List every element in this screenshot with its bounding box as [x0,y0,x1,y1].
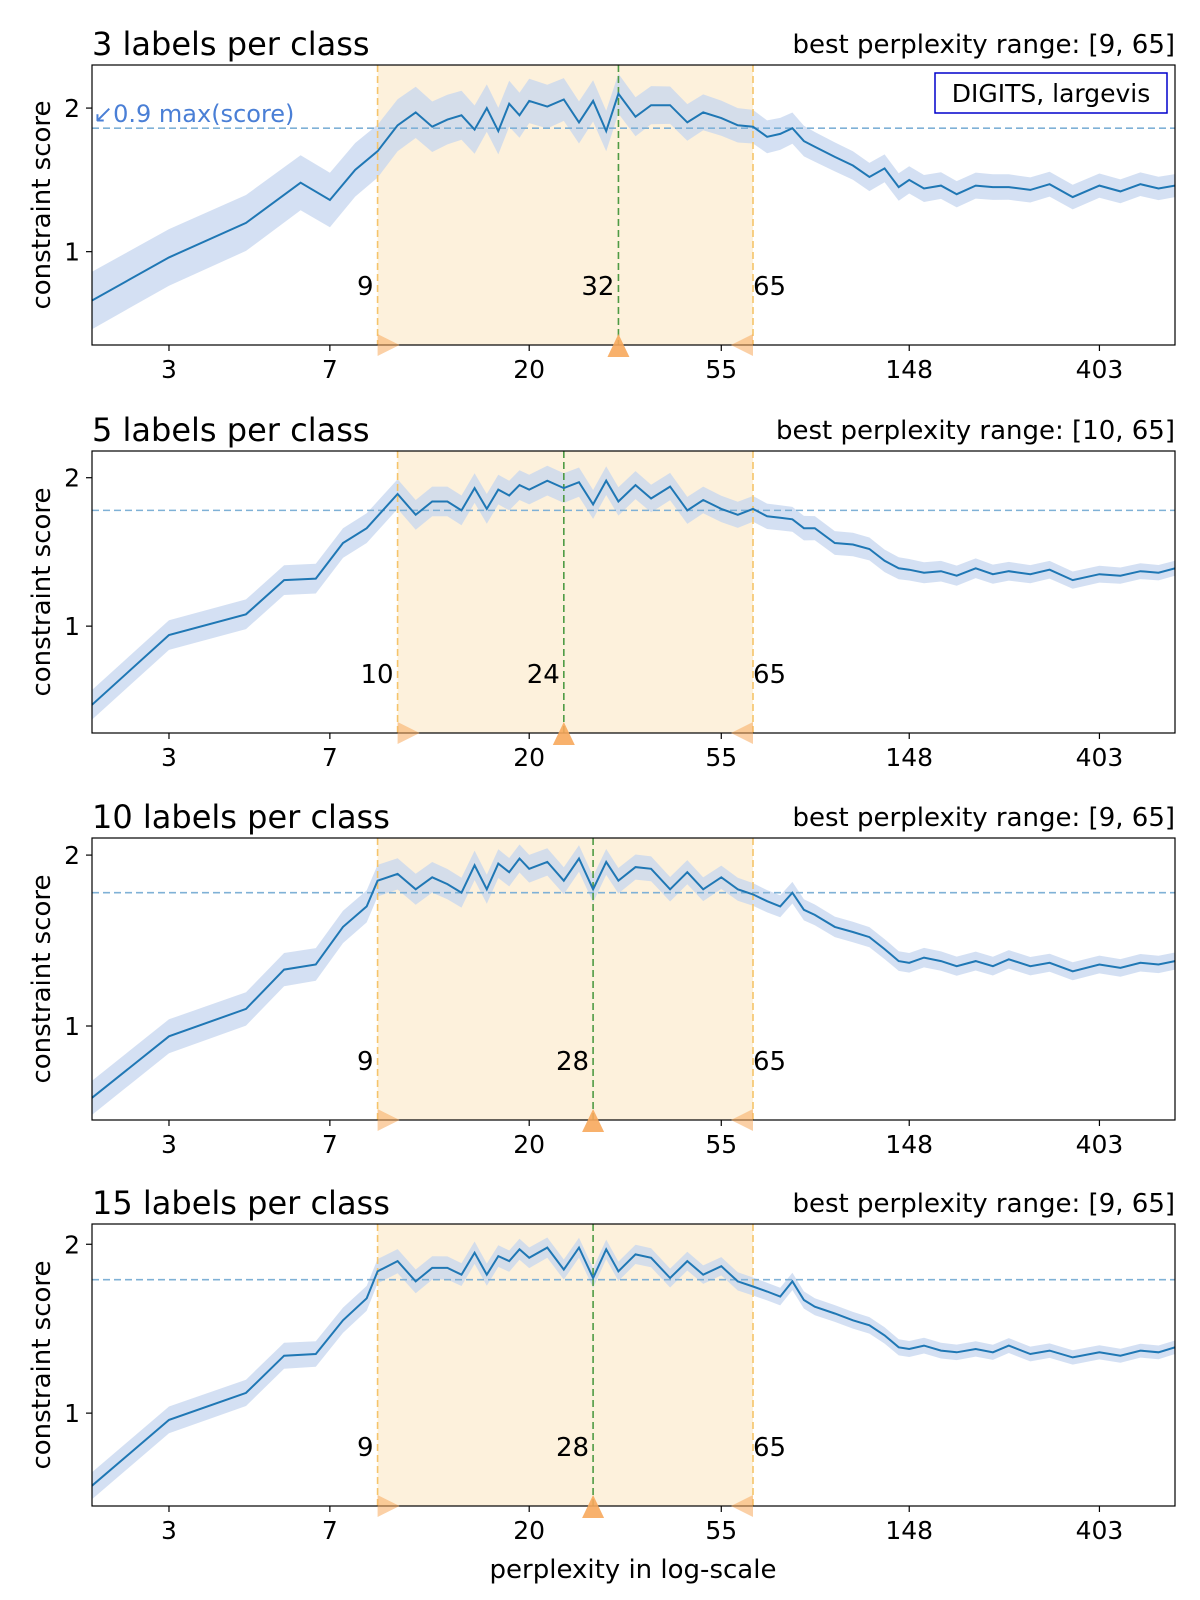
range-start-label: 9 [357,1433,374,1463]
axes-frame [91,837,1176,1121]
x-tick-label: 7 [322,355,338,384]
y-tick-label: 2 [64,841,80,870]
score-line [92,856,1175,1099]
axes-frame [91,1223,1176,1507]
panel-range-subtitle: best perplexity range: [9, 65] [793,30,1175,60]
dataset-label-box [934,72,1168,114]
y-axis-label: constraint score [27,1260,57,1469]
x-tick-label: 20 [513,1130,545,1159]
panel-title: 15 labels per class [92,1184,390,1222]
panels-group: 1 2 3 7 20 55 148 403 constraint score 3 labels p… [27,25,1176,1545]
best-perplexity-label: 28 [556,1433,589,1463]
x-tick-label: 403 [1076,355,1124,384]
panel-range-subtitle: best perplexity range: [10, 65] [776,416,1175,446]
x-tick-label: 55 [705,1516,737,1545]
range-end-label: 65 [753,1047,786,1077]
plot-area [92,65,1175,345]
x-tick-label: 403 [1076,1516,1124,1545]
panel-range-subtitle: best perplexity range: [9, 65] [793,803,1175,833]
panel-1: 1 2 3 7 20 55 148 403 constraint score 3 labels p… [27,25,1176,384]
panel-4: 1 2 3 7 20 55 148 403 constraint score 15 labels … [27,1184,1176,1545]
axes-frame [91,64,1176,346]
plot-area [92,838,1175,1120]
x-tick-label: 403 [1076,743,1124,772]
range-end-label: 65 [753,272,786,302]
x-tick-label: 20 [513,743,545,772]
y-tick-label: 1 [64,1012,80,1041]
y-tick-label: 1 [64,1399,80,1428]
range-end-marker [730,334,753,356]
score-line [92,1245,1175,1487]
y-axis-label: constraint score [27,487,57,696]
plot-area [92,1224,1175,1506]
range-end-marker [730,1495,753,1517]
range-start-label: 9 [357,1047,374,1077]
x-tick-label: 3 [161,355,177,384]
range-end-label: 65 [753,660,786,690]
panel-2: 1 2 3 7 20 55 148 403 constraint score 5 labels p… [27,411,1176,772]
axes-frame [91,450,1176,734]
best-perplexity-marker [582,1109,605,1132]
x-tick-label: 403 [1076,1130,1124,1159]
x-tick-label: 55 [705,355,737,384]
best-perplexity-label: 24 [527,660,560,690]
panel-title: 3 labels per class [92,25,370,63]
range-end-label: 65 [753,1433,786,1463]
panel-title: 5 labels per class [92,411,370,449]
range-start-marker [397,722,420,744]
dataset-label: DIGITS, largevis [952,79,1151,108]
best-perplexity-label: 28 [556,1047,589,1077]
confidence-band [92,844,1175,1115]
x-tick-label: 7 [322,1516,338,1545]
threshold-annotation: ↙0.9 max(score) [93,100,294,128]
x-tick-label: 148 [885,355,933,384]
range-start-marker [377,1109,400,1131]
y-tick-label: 1 [64,612,80,641]
x-tick-label: 55 [705,1130,737,1159]
best-perplexity-label: 32 [581,272,614,302]
x-tick-label: 3 [161,743,177,772]
range-start-label: 9 [357,272,374,302]
range-end-marker [730,722,753,744]
panel-3: 1 2 3 7 20 55 148 403 constraint score 10 labels … [27,798,1176,1159]
best-perplexity-marker [582,1495,605,1518]
y-tick-label: 2 [64,464,80,493]
score-line [92,91,1175,302]
range-end-marker [730,1109,753,1131]
x-tick-label: 148 [885,1130,933,1159]
best-perplexity-marker [552,722,575,745]
panel-range-subtitle: best perplexity range: [9, 65] [793,1189,1175,1219]
x-axis-label: perplexity in log-scale [490,1555,777,1585]
x-tick-label: 7 [322,1130,338,1159]
confidence-band [92,73,1175,330]
range-start-marker [377,1495,400,1517]
best-perplexity-marker [607,334,630,357]
x-tick-label: 7 [322,743,338,772]
confidence-band [92,465,1175,720]
x-tick-label: 55 [705,743,737,772]
x-tick-label: 20 [513,1516,545,1545]
score-line [92,478,1175,706]
range-start-label: 10 [360,660,393,690]
y-axis-label: constraint score [27,100,57,309]
y-tick-label: 2 [64,1230,80,1259]
y-axis-label: constraint score [27,874,57,1083]
x-tick-label: 3 [161,1130,177,1159]
y-tick-label: 1 [64,238,80,267]
range-start-marker [377,334,400,356]
x-tick-label: 148 [885,1516,933,1545]
x-tick-label: 20 [513,355,545,384]
panel-title: 10 labels per class [92,798,390,836]
plot-area [92,451,1175,733]
y-tick-label: 2 [64,94,80,123]
x-tick-label: 3 [161,1516,177,1545]
x-tick-label: 148 [885,743,933,772]
